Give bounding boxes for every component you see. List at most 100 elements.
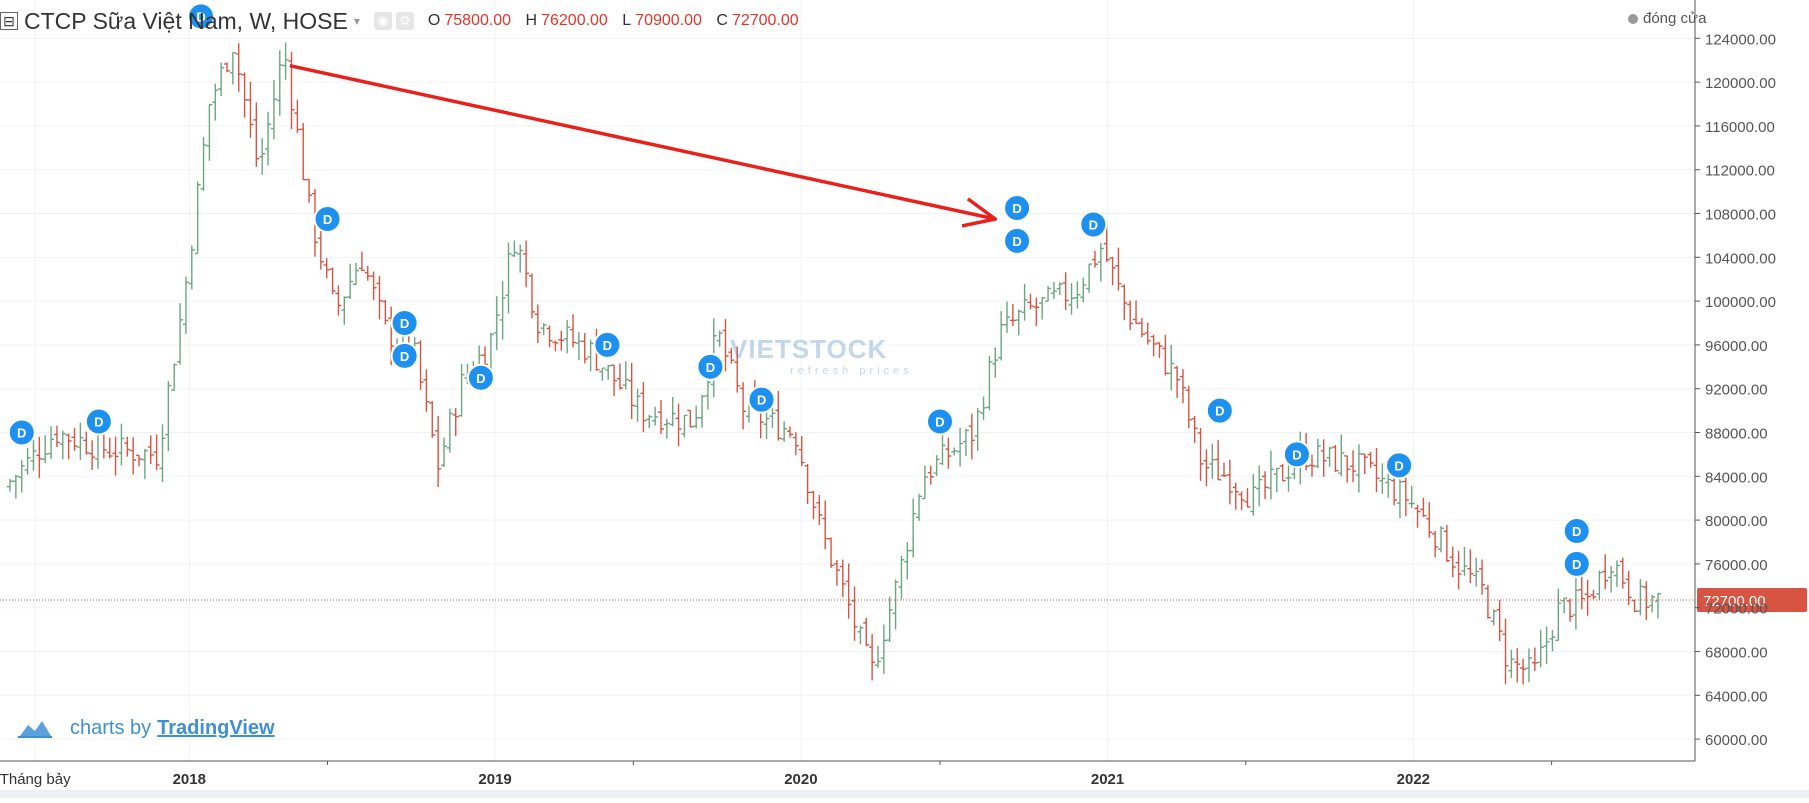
time-tick-label: 2021 (1091, 771, 1124, 788)
ohlc-bar (1074, 281, 1081, 309)
ohlc-bar (581, 333, 588, 364)
ohlc-bar (675, 403, 682, 447)
ohlc-bar (1127, 300, 1134, 331)
ohlc-bar (1086, 263, 1093, 293)
dividend-marker[interactable]: D (747, 385, 776, 414)
symbol-title[interactable]: CTCP Sữa Việt Nam, W, HOSE (24, 7, 348, 34)
tradingview-branding[interactable]: charts by TradingView (16, 716, 275, 740)
price-tick-label: 84000.00 (1705, 469, 1768, 486)
ohlc-bar (1461, 546, 1468, 576)
close-legend[interactable]: đóng cửa (1628, 10, 1706, 27)
ohlc-bar (1537, 629, 1544, 668)
ohlc-bar (681, 414, 688, 438)
ohlc-bar (534, 304, 541, 344)
dividend-marker-circle (1385, 451, 1414, 480)
dividend-marker-label: D (935, 415, 944, 430)
ohlc-bar (663, 418, 670, 439)
price-tick-label: 68000.00 (1705, 645, 1768, 662)
ohlc-bar (980, 396, 987, 420)
ohlc-bar (165, 381, 172, 452)
ohlc-bar (998, 311, 1005, 361)
dividend-marker[interactable]: D (1079, 210, 1108, 239)
tradingview-link[interactable]: TradingView (157, 716, 275, 739)
ohlc-bar (317, 226, 324, 270)
ohlc-bar (53, 425, 60, 448)
dividend-marker[interactable]: D (593, 330, 622, 359)
dividend-marker[interactable]: D (1562, 517, 1591, 546)
ohlc-bar (1613, 560, 1620, 587)
ohlc-bar (12, 474, 19, 499)
dividend-marker[interactable]: D (390, 341, 419, 370)
ohlc-bar (1578, 571, 1585, 610)
dividend-marker[interactable]: D (1282, 440, 1311, 469)
bottom-toolbar-strip (0, 790, 1809, 798)
ohlc-bar (652, 406, 659, 426)
dividend-marker-label: D (1215, 404, 1224, 419)
ohlc-bar (65, 433, 72, 460)
ohlc-bar (1273, 467, 1280, 493)
dividend-marker[interactable]: D (7, 418, 36, 447)
dividend-marker[interactable]: D (696, 352, 725, 381)
dividend-marker[interactable]: D (313, 204, 342, 233)
annotation-arrow[interactable] (289, 63, 998, 228)
dividend-marker[interactable]: D (1205, 396, 1234, 425)
ohlc-bar (1015, 309, 1022, 336)
dividend-markers[interactable]: D D D D D D D D D D D D D D D D D D D (7, 2, 1591, 578)
dividend-marker-circle (7, 418, 36, 447)
dividend-marker[interactable]: D (466, 363, 495, 392)
ohlc-bar (822, 500, 829, 550)
ohlc-bar (235, 43, 242, 92)
time-axis[interactable]: Tháng bảy 2018 2019 2020 2021 2022 (0, 760, 1695, 788)
ohlc-bar (42, 435, 49, 464)
ohlc-bar (957, 427, 964, 467)
dividend-marker-label: D (1572, 557, 1581, 572)
arrow-head (961, 197, 998, 228)
dividend-marker-circle (390, 309, 419, 338)
dividend-marker[interactable]: D (1003, 194, 1032, 223)
ohlc-bar (933, 455, 940, 476)
chevron-down-icon[interactable]: ▾ (353, 14, 360, 28)
ohlc-bar (259, 138, 266, 175)
ohlc-bar (1097, 243, 1104, 282)
dividend-marker[interactable]: D (1003, 226, 1032, 255)
ohlc-bar (804, 463, 811, 505)
price-axis[interactable]: 60000.00 64000.00 68000.00 72000.00 76000.00… (1694, 0, 1776, 761)
eye-icon[interactable]: ◉ (373, 12, 392, 30)
dividend-marker[interactable]: D (390, 309, 419, 338)
ohlc-bar (951, 447, 958, 456)
ohlc-bar (370, 271, 377, 301)
ohlc-bar (1279, 463, 1286, 482)
price-tick-label: 104000.00 (1705, 250, 1776, 267)
ohlc-bar (335, 285, 342, 316)
gear-icon[interactable]: ⚙ (395, 12, 414, 30)
dividend-marker[interactable]: D (84, 407, 113, 436)
ohlc-bar (657, 400, 664, 434)
ohlc-bar (24, 447, 31, 475)
ohlc-bar (787, 426, 794, 438)
dividend-marker[interactable]: D (1562, 549, 1591, 578)
dividend-marker-label: D (1012, 234, 1021, 249)
time-tick-label: 2018 (173, 771, 206, 788)
ohlc-bar (1056, 282, 1063, 295)
ohlc-bar (1467, 549, 1474, 583)
ohlc-bar (927, 465, 934, 485)
dividend-marker-label: D (323, 212, 332, 227)
ohlc-bar (992, 347, 999, 378)
ohlc-bar (1449, 546, 1456, 578)
ohlc-bar (910, 498, 917, 558)
ohlc-bar (904, 542, 911, 580)
dividend-marker[interactable]: D (1385, 451, 1414, 480)
dividend-marker[interactable]: D (187, 2, 216, 31)
dividend-marker[interactable]: D (925, 407, 954, 436)
ohlc-bar (1080, 277, 1087, 303)
ohlc-bar (1379, 463, 1386, 494)
dividend-marker-label: D (17, 426, 26, 441)
ohlc-bar (353, 262, 360, 285)
ohlc-bars (7, 42, 1661, 685)
collapse-icon[interactable]: ⊟ (0, 12, 18, 30)
ohlc-bar (83, 431, 90, 455)
ohlc-bar (253, 102, 260, 167)
ohlc-bar (229, 52, 236, 85)
